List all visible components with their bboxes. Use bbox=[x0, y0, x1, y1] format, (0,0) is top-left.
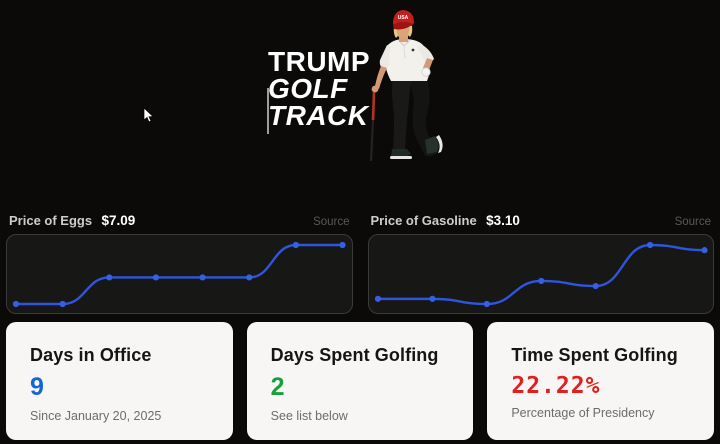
header: TRUMP GOLF TRACK bbox=[0, 0, 720, 205]
egg-price-value: $7.09 bbox=[101, 213, 136, 228]
cap-text: USA bbox=[398, 15, 409, 21]
stats-row: Days in Office 9 Since January 20, 2025 … bbox=[0, 322, 720, 440]
charts-row: Price of Eggs $7.09 Source Price of Gaso… bbox=[0, 212, 720, 314]
chart-point bbox=[12, 300, 20, 308]
site-title-line2: GOLF bbox=[268, 73, 348, 104]
mouse-cursor bbox=[143, 107, 154, 123]
stat-subtitle: See list below bbox=[270, 409, 348, 423]
trump-right-hand bbox=[371, 85, 379, 93]
egg-chart-header: Price of Eggs $7.09 Source bbox=[6, 212, 353, 234]
chart-point bbox=[428, 295, 436, 302]
stat-title: Days in Office bbox=[30, 345, 152, 365]
site-title-line1: TRUMP bbox=[268, 46, 371, 77]
gas-chart-title: Price of Gasoline $3.10 bbox=[371, 212, 520, 230]
trump-neck bbox=[399, 35, 408, 42]
golfing-percentage-value: 22.22% bbox=[511, 373, 601, 399]
chart-point bbox=[700, 247, 708, 254]
egg-chart-label: Price of Eggs bbox=[9, 213, 93, 228]
stat-subtitle: Since January 20, 2025 bbox=[30, 409, 162, 423]
trump-shoe-left-sole bbox=[390, 156, 412, 159]
site-title-line3: TRACK bbox=[268, 100, 369, 131]
chart-point bbox=[292, 241, 299, 249]
chart-point bbox=[592, 282, 599, 290]
egg-source-link[interactable]: Source bbox=[313, 216, 350, 228]
trump-straight-leg bbox=[392, 78, 411, 150]
days-in-office-value: 9 bbox=[30, 373, 44, 401]
site-title: TRUMP GOLF TRACK bbox=[268, 46, 371, 131]
trump-left-forearm bbox=[423, 58, 433, 70]
chart-line bbox=[377, 243, 705, 306]
trump-glove bbox=[421, 67, 431, 77]
gas-source-link[interactable]: Source bbox=[674, 216, 711, 228]
stat-card-time-spent-golfing: Time Spent Golfing 22.22% Percentage of … bbox=[487, 322, 715, 440]
gas-price-value: $3.10 bbox=[486, 213, 520, 228]
stat-card-days-in-office: Days in Office 9 Since January 20, 2025 bbox=[6, 322, 233, 440]
chart-point bbox=[537, 277, 544, 285]
price-of-gasoline-card: Price of Gasoline $3.10 Source bbox=[367, 212, 715, 314]
trump-right-arm bbox=[379, 45, 391, 69]
stat-title: Days Spent Golfing bbox=[270, 345, 439, 365]
chart-point bbox=[246, 274, 253, 281]
trump-right-forearm bbox=[375, 66, 387, 89]
chart-point bbox=[339, 241, 346, 249]
trump-shoe-right-sole bbox=[436, 135, 443, 153]
trump-shoe-right bbox=[425, 136, 439, 154]
chart-point bbox=[199, 274, 206, 281]
egg-chart-title: Price of Eggs $7.09 bbox=[9, 212, 135, 230]
days-golfing-value: 2 bbox=[270, 373, 285, 401]
trump-placket bbox=[403, 45, 406, 59]
chart-point bbox=[152, 274, 160, 281]
chart-point bbox=[483, 300, 490, 308]
gas-chart-header: Price of Gasoline $3.10 Source bbox=[368, 212, 715, 234]
trump-crossed-leg bbox=[409, 78, 437, 157]
chart-point bbox=[374, 295, 381, 302]
title-caret bbox=[267, 88, 269, 134]
gas-chart-label: Price of Gasoline bbox=[370, 213, 477, 228]
red-cap-icon: USA bbox=[393, 10, 414, 30]
trump-photo: USA bbox=[369, 10, 443, 162]
price-of-eggs-card: Price of Eggs $7.09 Source bbox=[6, 212, 353, 314]
egg-price-line-chart bbox=[12, 241, 346, 308]
chart-point bbox=[106, 274, 113, 281]
gasoline-price-line-chart bbox=[374, 241, 708, 308]
chart-point bbox=[646, 241, 653, 249]
gas-chart-box bbox=[367, 234, 714, 314]
trump-shoe-left bbox=[391, 149, 411, 158]
trump-shirt-logo bbox=[411, 48, 415, 52]
chart-point bbox=[59, 300, 66, 308]
stat-subtitle: Percentage of Presidency bbox=[511, 406, 655, 420]
golf-club-icon bbox=[369, 91, 376, 162]
egg-chart-box bbox=[6, 234, 353, 314]
chart-line bbox=[15, 243, 343, 306]
stat-card-days-spent-golfing: Days Spent Golfing 2 See list below bbox=[246, 322, 474, 440]
stat-title: Time Spent Golfing bbox=[511, 345, 678, 365]
